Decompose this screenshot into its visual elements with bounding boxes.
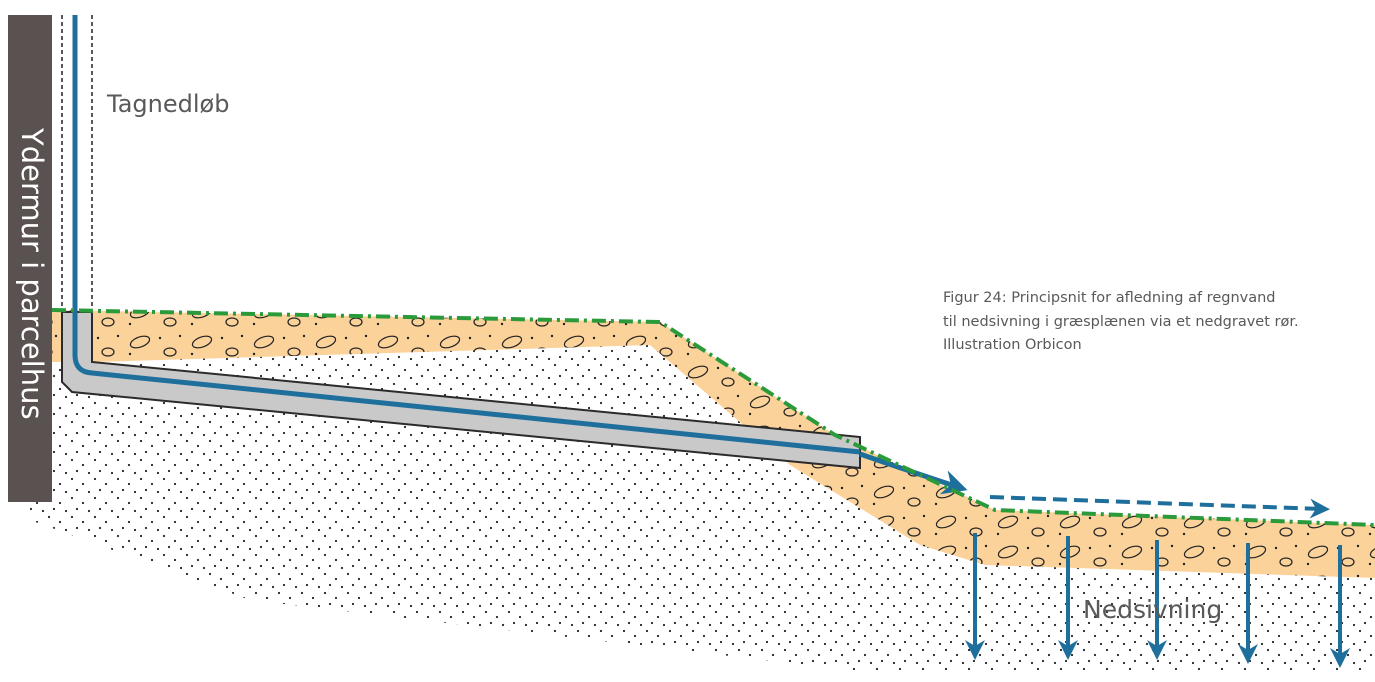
caption-line: til nedsivning i græsplænen via et nedgr…	[943, 314, 1299, 330]
water-flow	[72, 15, 861, 455]
subsoil	[30, 345, 1375, 670]
ground-surface	[51, 308, 1375, 527]
caption-line: Figur 24: Principsnit for afledning af r…	[943, 290, 1276, 306]
infiltration-label: Nedsivning	[1083, 595, 1222, 624]
topsoil-pebbles	[52, 310, 1375, 578]
wall	[8, 15, 52, 502]
surface-flow-arrow	[989, 495, 1330, 519]
downpipe-label: Tagnedløb	[106, 90, 229, 118]
wall-label: Ydermur i parcelhus	[15, 127, 49, 420]
caption-line: Illustration Orbicon	[943, 337, 1082, 353]
infiltration-arrows	[965, 533, 1350, 668]
